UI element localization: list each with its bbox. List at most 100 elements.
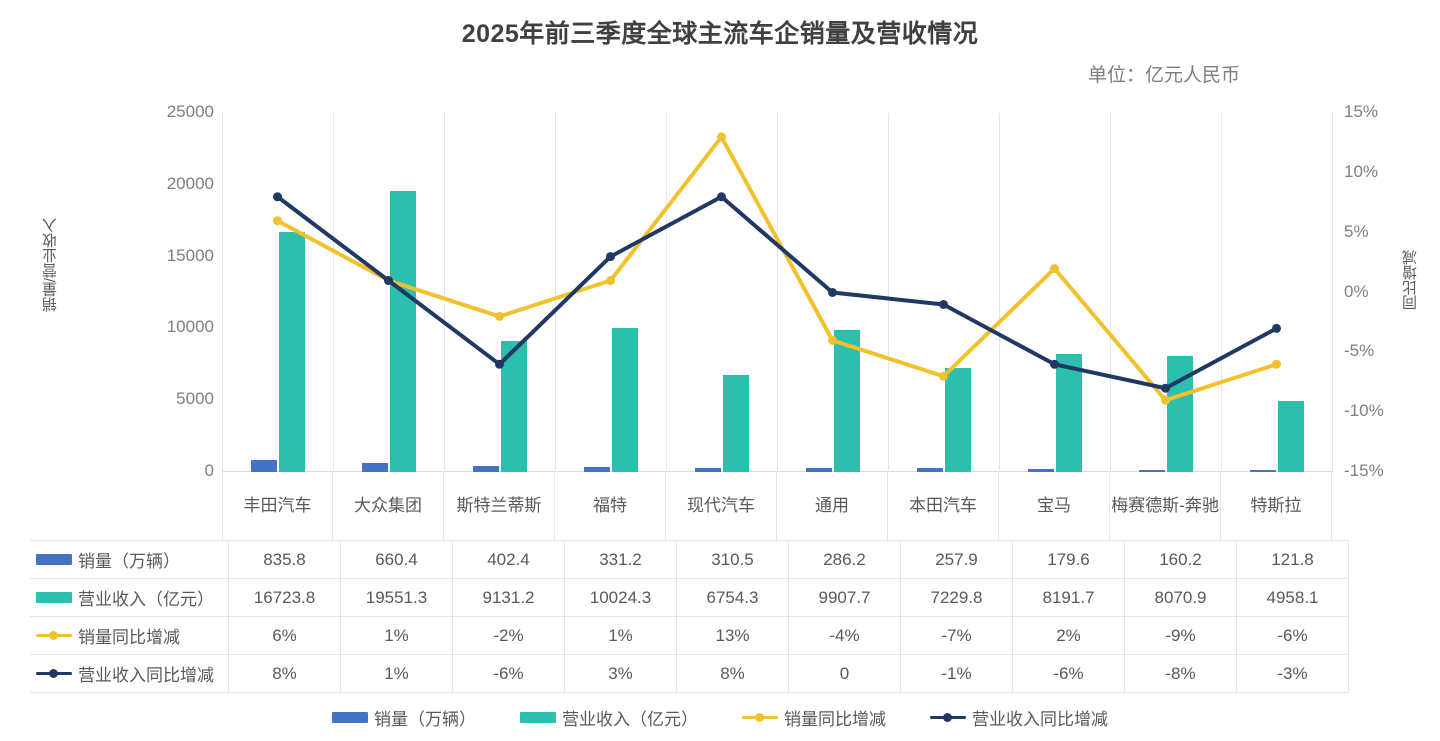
table-cell: -6% bbox=[1012, 654, 1125, 693]
legend-item[interactable]: 销量同比增减 bbox=[742, 705, 886, 730]
legend-item[interactable]: 营业收入同比增减 bbox=[930, 705, 1108, 730]
table-cell: -3% bbox=[1236, 654, 1349, 693]
table-cell: -6% bbox=[452, 654, 565, 693]
table-cell: 19551.3 bbox=[340, 578, 453, 617]
plot-area bbox=[222, 113, 1333, 472]
right-axis-tick: 0% bbox=[1344, 281, 1369, 301]
legend-swatch-icon bbox=[36, 592, 72, 603]
table-cell: 0 bbox=[788, 654, 901, 693]
table-cell: 121.8 bbox=[1236, 540, 1349, 579]
table-cell: 1% bbox=[340, 654, 453, 693]
point-revenue-growth bbox=[606, 252, 615, 262]
point-revenue-growth bbox=[939, 299, 948, 309]
table-cell: 160.2 bbox=[1124, 540, 1237, 579]
legend-label: 营业收入同比增减 bbox=[972, 710, 1108, 729]
table-cell: 4958.1 bbox=[1236, 578, 1349, 617]
bar-sales bbox=[583, 467, 610, 472]
category-label: 斯特兰蒂斯 bbox=[444, 472, 555, 540]
table-row-label-text: 销量（万辆） bbox=[78, 552, 180, 571]
table-cell: 6% bbox=[228, 616, 341, 655]
point-revenue-growth bbox=[1272, 323, 1281, 333]
table-cell: -9% bbox=[1124, 616, 1237, 655]
legend-swatch-icon bbox=[332, 712, 368, 723]
gridline bbox=[666, 113, 667, 472]
right-axis-tick: -5% bbox=[1344, 341, 1375, 361]
category-label: 现代汽车 bbox=[666, 472, 777, 540]
category-label: 大众集团 bbox=[333, 472, 444, 540]
bar-sales bbox=[805, 467, 832, 472]
point-revenue-growth bbox=[1161, 383, 1170, 393]
point-revenue-growth bbox=[1050, 359, 1059, 369]
table-row: 营业收入同比增减 8% 1% -6% 3% 8% 0 -1% -6% -8% -3% bbox=[30, 654, 1349, 693]
table-cell: 16723.8 bbox=[228, 578, 341, 617]
table-cell: 7229.8 bbox=[900, 578, 1013, 617]
bar-revenue bbox=[833, 329, 860, 472]
table-row-label: 营业收入（亿元） bbox=[30, 578, 229, 617]
gridline bbox=[999, 113, 1000, 472]
gridline bbox=[444, 113, 445, 472]
bar-revenue bbox=[500, 340, 527, 472]
gridline bbox=[1332, 113, 1333, 472]
table-cell: 8% bbox=[228, 654, 341, 693]
gridline bbox=[1110, 113, 1111, 472]
table-cell: 6754.3 bbox=[676, 578, 789, 617]
point-sales-growth bbox=[1272, 359, 1281, 369]
point-sales-growth bbox=[1161, 395, 1170, 405]
right-axis-tick: -10% bbox=[1344, 401, 1384, 421]
table-row-label: 营业收入同比增减 bbox=[30, 654, 229, 693]
point-sales-growth bbox=[717, 132, 726, 142]
table-cell: 1% bbox=[340, 616, 453, 655]
bar-sales bbox=[472, 466, 499, 472]
bar-revenue bbox=[1277, 400, 1304, 472]
legend-item[interactable]: 营业收入（亿元） bbox=[520, 705, 698, 730]
left-axis-tick: 25000 bbox=[166, 102, 214, 121]
right-axis-tick: 5% bbox=[1344, 221, 1369, 241]
table-cell: 286.2 bbox=[788, 540, 901, 579]
point-sales-growth bbox=[606, 276, 615, 286]
table-cell: 310.5 bbox=[676, 540, 789, 579]
table-cell: 10024.3 bbox=[564, 578, 677, 617]
table-cell: 3% bbox=[564, 654, 677, 693]
gridline bbox=[333, 113, 334, 472]
legend-item[interactable]: 销量（万辆） bbox=[332, 705, 476, 730]
table-cell: 13% bbox=[676, 616, 789, 655]
right-axis-tick: -15% bbox=[1344, 461, 1384, 480]
table-cell: 9131.2 bbox=[452, 578, 565, 617]
data-table: 销量（万辆） 835.8 660.4 402.4 331.2 310.5 286.2 257.… bbox=[30, 540, 1349, 693]
table-cell: 257.9 bbox=[900, 540, 1013, 579]
legend-line-icon bbox=[36, 668, 72, 679]
bar-revenue bbox=[611, 328, 638, 472]
table-cell: 8070.9 bbox=[1124, 578, 1237, 617]
legend-label: 销量同比增减 bbox=[784, 710, 886, 729]
table-cell: 1% bbox=[564, 616, 677, 655]
bar-revenue bbox=[722, 375, 749, 472]
point-sales-growth bbox=[828, 335, 837, 345]
legend-label: 营业收入（亿元） bbox=[562, 710, 698, 729]
gridline bbox=[555, 113, 556, 472]
table-cell: -2% bbox=[452, 616, 565, 655]
legend-line-icon bbox=[742, 712, 778, 723]
left-axis-tick: 20000 bbox=[166, 173, 214, 193]
bar-revenue bbox=[1055, 354, 1082, 472]
left-axis-tick: 15000 bbox=[166, 245, 214, 265]
right-axis-tick: 10% bbox=[1344, 161, 1379, 181]
line-sales-growth bbox=[275, 134, 1279, 403]
point-sales-growth bbox=[1050, 264, 1059, 274]
table-cell: 8191.7 bbox=[1012, 578, 1125, 617]
legend-swatch-icon bbox=[520, 712, 556, 723]
gridline bbox=[222, 113, 223, 472]
table-row-label-text: 营业收入（亿元） bbox=[78, 590, 214, 609]
chart-title: 2025年前三季度全球主流车企销量及营收情况 bbox=[461, 20, 979, 48]
point-sales-growth bbox=[939, 371, 948, 381]
table-cell: -8% bbox=[1124, 654, 1237, 693]
left-axis-title: 销量/营业收入 bbox=[42, 218, 59, 313]
bar-revenue bbox=[278, 231, 305, 472]
gridline bbox=[1221, 113, 1222, 472]
category-label: 特斯拉 bbox=[1221, 472, 1332, 540]
point-revenue-growth bbox=[495, 359, 504, 369]
bar-sales bbox=[250, 460, 277, 472]
table-cell: 331.2 bbox=[564, 540, 677, 579]
point-revenue-growth bbox=[828, 288, 837, 297]
left-axis-tick: 0 bbox=[204, 461, 214, 480]
